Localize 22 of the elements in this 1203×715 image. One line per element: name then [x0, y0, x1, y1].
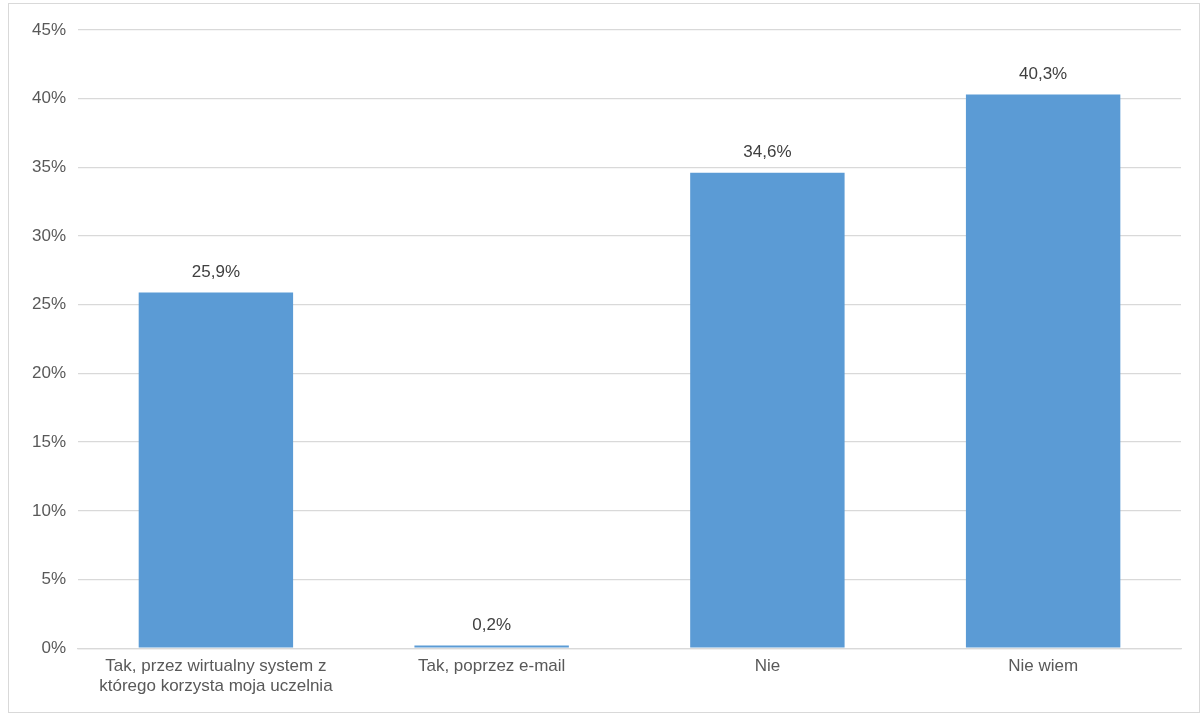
- bar: [690, 172, 845, 648]
- bar: [138, 292, 294, 648]
- y-tick-label: 35%: [31, 157, 67, 177]
- y-tick-label: 45%: [31, 19, 67, 39]
- bar: [414, 645, 569, 648]
- y-tick-label: 30%: [31, 225, 67, 245]
- data-label: 34,6%: [743, 142, 792, 162]
- x-tick-label: Tak, poprzez e-mail: [417, 656, 566, 676]
- y-tick-label: 40%: [31, 88, 67, 108]
- y-tick-label: 20%: [31, 363, 67, 383]
- x-tick-label: Nie: [754, 656, 781, 676]
- data-label: 0,2%: [472, 614, 512, 634]
- x-tick-label: Tak, przez wirtualny system z którego korzysta moja uczelnia: [99, 656, 334, 696]
- data-label: 25,9%: [191, 261, 240, 281]
- bar: [965, 94, 1121, 648]
- y-tick-label: 15%: [31, 431, 67, 451]
- data-label: 40,3%: [1019, 63, 1068, 83]
- y-tick-label: 0%: [41, 637, 67, 657]
- y-tick-label: 10%: [31, 500, 67, 520]
- y-tick-label: 25%: [31, 294, 67, 314]
- y-tick-label: 5%: [41, 569, 67, 589]
- x-tick-label: Nie wiem: [1008, 656, 1079, 676]
